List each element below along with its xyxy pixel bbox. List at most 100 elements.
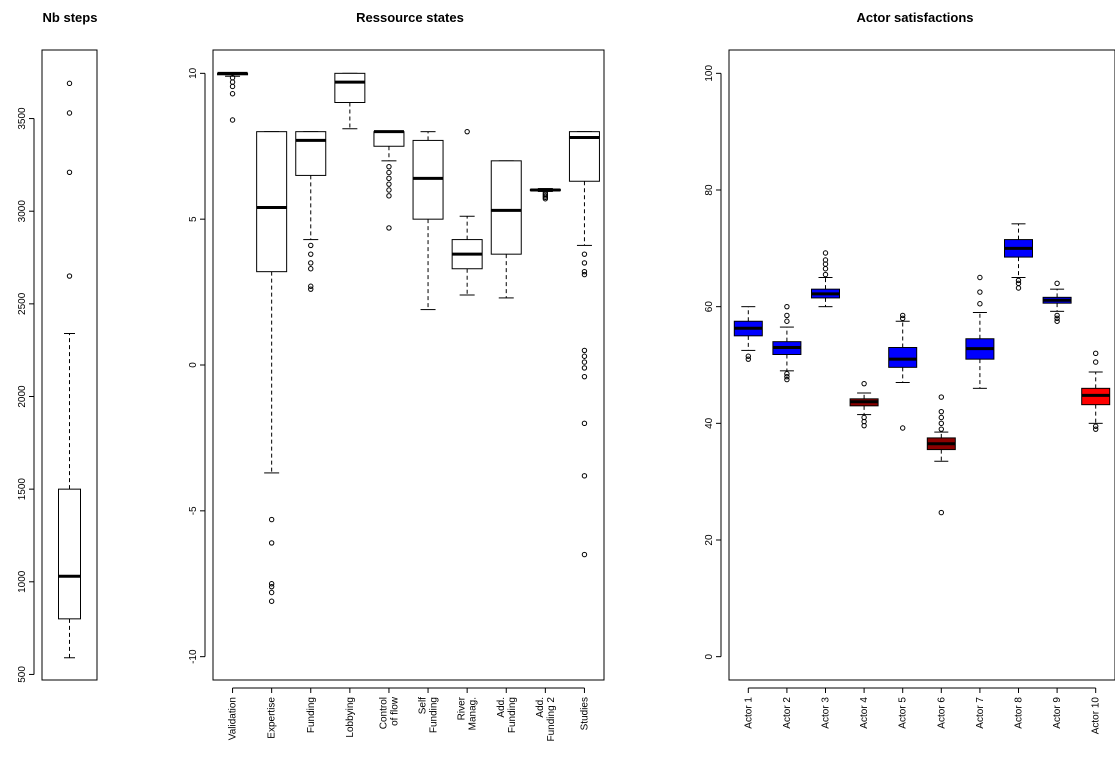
outlier-point bbox=[938, 420, 944, 427]
y-tick-label: 2000 bbox=[17, 385, 28, 408]
box-body bbox=[334, 72, 366, 104]
outlier-point bbox=[581, 365, 588, 371]
outlier-point bbox=[938, 394, 944, 400]
y-tick-label: 3500 bbox=[17, 107, 28, 130]
box-actor-3: Actor 3 bbox=[811, 250, 840, 729]
x-tick-label: Funding bbox=[306, 697, 317, 733]
outlier-point bbox=[784, 376, 790, 383]
box-control-of-flow: Control of flow bbox=[373, 130, 405, 729]
outlier-point bbox=[386, 175, 392, 182]
x-tick-label: Control bbox=[378, 697, 389, 729]
outlier-point bbox=[308, 286, 314, 292]
outlier-point bbox=[386, 225, 392, 231]
outlier-point bbox=[581, 271, 588, 278]
y-tick-label: 10 bbox=[188, 67, 199, 79]
outlier-point bbox=[386, 187, 392, 193]
box-actor-10: Actor 10 bbox=[1081, 350, 1111, 735]
outlier-point bbox=[977, 274, 983, 281]
outlier-point bbox=[938, 426, 944, 432]
x-tick-label: Add. bbox=[496, 697, 507, 718]
outlier-point bbox=[938, 414, 944, 421]
outlier-point bbox=[542, 196, 549, 202]
y-tick-label: 20 bbox=[704, 534, 715, 546]
outlier-point bbox=[308, 242, 314, 249]
y-tick-label: 1000 bbox=[17, 570, 28, 593]
outlier-point bbox=[581, 347, 588, 354]
outlier-point bbox=[784, 312, 790, 319]
x-tick-label: Actor 4 bbox=[859, 697, 870, 729]
chart-title: Nb steps bbox=[43, 10, 98, 25]
outlier-point bbox=[581, 359, 588, 365]
outlier-point bbox=[229, 79, 236, 85]
outlier-point bbox=[1054, 315, 1060, 322]
outlier-point bbox=[1015, 285, 1022, 291]
y-tick-label: 5 bbox=[188, 216, 199, 222]
outlier-point bbox=[900, 425, 906, 431]
x-tick-label: Add. bbox=[535, 697, 546, 718]
x-tick-label: Funding 2 bbox=[546, 697, 557, 742]
outlier-point bbox=[268, 540, 275, 546]
chart-title: Actor satisfactions bbox=[856, 10, 973, 25]
box-body bbox=[888, 347, 918, 368]
outlier-point bbox=[745, 356, 751, 362]
outlier-point bbox=[66, 169, 73, 175]
outlier-point bbox=[581, 473, 588, 479]
box-funding: Funding bbox=[295, 131, 327, 733]
x-tick-label: Funding bbox=[507, 697, 518, 733]
x-tick-label: Actor 3 bbox=[821, 697, 832, 729]
outlier-point bbox=[229, 117, 236, 123]
outlier-point bbox=[1015, 280, 1022, 287]
outlier-point bbox=[822, 271, 829, 278]
y-tick-label: 60 bbox=[704, 301, 715, 313]
panel-actor-satisfactions: Actor satisfactions 0 20 40 60 80 100 Actor 1 Ac… bbox=[704, 10, 1115, 734]
box-studies: Studies bbox=[568, 131, 600, 730]
panel-nb-steps: Nb steps 500 1000 1500 2000 2500 3000 3500 bbox=[17, 10, 98, 683]
y-tick-label: 2500 bbox=[17, 292, 28, 315]
outlier-point bbox=[861, 422, 867, 429]
x-tick-label: Actor 2 bbox=[782, 697, 793, 729]
box-actor-4: Actor 4 bbox=[849, 380, 879, 729]
x-tick-label: Funding bbox=[429, 697, 440, 733]
x-tick-label: Self bbox=[418, 697, 429, 714]
outlier-point bbox=[386, 181, 392, 187]
outlier-point bbox=[581, 420, 588, 427]
x-tick-label: Manag. bbox=[468, 697, 479, 730]
outlier-point bbox=[977, 301, 983, 307]
outlier-point bbox=[464, 128, 470, 135]
outlier-point bbox=[581, 551, 588, 558]
box-body bbox=[568, 131, 600, 182]
x-tick-label: of flow bbox=[389, 696, 400, 726]
outlier-point bbox=[386, 169, 392, 176]
outlier-point bbox=[581, 353, 588, 359]
outlier-point bbox=[66, 80, 73, 87]
box-body bbox=[58, 488, 81, 620]
x-tick-label: Actor 5 bbox=[898, 697, 909, 729]
outlier-point bbox=[1054, 312, 1060, 319]
x-tick-label: River bbox=[457, 696, 468, 720]
box-lobbying: Lobbying bbox=[334, 72, 366, 738]
box-add-funding-2: Add. Funding 2 bbox=[529, 188, 561, 742]
box-body bbox=[373, 131, 405, 147]
y-tick-label: 100 bbox=[704, 65, 715, 82]
outlier-point bbox=[1093, 423, 1099, 429]
outlier-point bbox=[386, 193, 392, 199]
outlier-point bbox=[1054, 280, 1060, 287]
outlier-point bbox=[229, 91, 236, 97]
outlier-point bbox=[581, 268, 588, 275]
outlier-point bbox=[784, 303, 790, 310]
y-tick-label: -5 bbox=[188, 506, 199, 515]
box-actor-9: Actor 9 bbox=[1042, 280, 1072, 729]
x-tick-label: Actor 7 bbox=[975, 697, 986, 729]
outlier-point bbox=[822, 257, 829, 263]
outlier-point bbox=[1093, 359, 1099, 365]
y-tick-label: 500 bbox=[17, 666, 28, 683]
box-actor-1: Actor 1 bbox=[733, 306, 763, 729]
outlier-point bbox=[822, 250, 829, 256]
outlier-point bbox=[784, 318, 790, 324]
y-tick-label: 3000 bbox=[17, 200, 28, 223]
plot-frame bbox=[728, 49, 1115, 681]
x-tick-label: Expertise bbox=[267, 697, 278, 739]
outlier-point bbox=[308, 266, 314, 272]
x-tick-label: Actor 10 bbox=[1091, 697, 1102, 735]
